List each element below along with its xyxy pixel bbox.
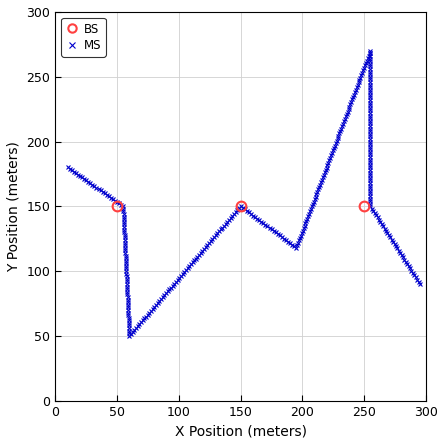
Legend: BS, MS: BS, MS — [61, 18, 106, 57]
Line: BS: BS — [112, 202, 369, 211]
MS — [281, 236, 287, 241]
BS — [238, 204, 243, 209]
MS — [157, 299, 162, 304]
MS — [368, 48, 373, 53]
Line: MS: MS — [66, 49, 422, 338]
Y-axis label: Y Position (meters): Y Position (meters) — [7, 141, 21, 272]
MS — [127, 333, 132, 339]
MS — [417, 281, 423, 287]
BS — [362, 204, 367, 209]
MS — [208, 239, 214, 244]
BS — [114, 204, 120, 209]
X-axis label: X Position (meters): X Position (meters) — [175, 424, 307, 438]
MS — [352, 89, 358, 95]
MS — [308, 206, 314, 211]
MS — [65, 165, 70, 170]
MS — [182, 269, 187, 275]
